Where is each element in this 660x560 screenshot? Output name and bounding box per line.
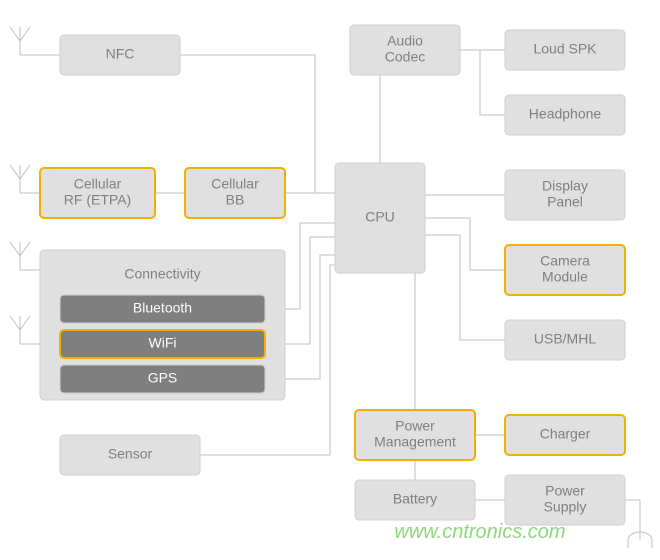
battery-block: Battery bbox=[355, 480, 475, 520]
power-plug-icon bbox=[625, 500, 652, 548]
loudspk-label: Loud SPK bbox=[533, 41, 597, 57]
cellrf-label: Cellular bbox=[74, 176, 122, 192]
cpu-label: CPU bbox=[365, 209, 395, 225]
cellrf-block: CellularRF (ETPA) bbox=[40, 168, 155, 218]
connection-line bbox=[425, 235, 505, 340]
charger-block: Charger bbox=[505, 415, 625, 455]
cellbb-label: Cellular bbox=[211, 176, 259, 192]
wifi-label: WiFi bbox=[149, 335, 177, 351]
usb-block: USB/MHL bbox=[505, 320, 625, 360]
headphone-label: Headphone bbox=[529, 106, 602, 122]
audio-label: Audio bbox=[387, 33, 423, 49]
audio-block: AudioCodec bbox=[350, 25, 460, 75]
pwrsupply-block: PowerSupply bbox=[505, 475, 625, 525]
antenna-icon bbox=[10, 27, 60, 55]
pwrmgmt-block: PowerManagement bbox=[355, 410, 475, 460]
antenna-icon bbox=[10, 242, 40, 270]
loudspk-block: Loud SPK bbox=[505, 30, 625, 70]
gps-label: GPS bbox=[148, 370, 178, 386]
camera-label: Module bbox=[542, 269, 588, 285]
bt-label: Bluetooth bbox=[133, 300, 192, 316]
block-diagram: NFCAudioCodecLoud SPKHeadphoneCellularRF… bbox=[0, 0, 660, 560]
pwrsupply-label: Power bbox=[545, 483, 585, 499]
wifi-block: WiFi bbox=[60, 330, 265, 358]
pwrsupply-label: Supply bbox=[544, 499, 587, 515]
gps-block: GPS bbox=[60, 365, 265, 393]
display-block: DisplayPanel bbox=[505, 170, 625, 220]
headphone-block: Headphone bbox=[505, 95, 625, 135]
audio-label: Codec bbox=[385, 49, 425, 65]
cellbb-label: BB bbox=[226, 192, 245, 208]
camera-block: CameraModule bbox=[505, 245, 625, 295]
display-label: Panel bbox=[547, 194, 583, 210]
usb-label: USB/MHL bbox=[534, 331, 596, 347]
cellrf-label: RF (ETPA) bbox=[64, 192, 131, 208]
display-label: Display bbox=[542, 178, 588, 194]
sensor-block: Sensor bbox=[60, 435, 200, 475]
pwrmgmt-label: Power bbox=[395, 418, 435, 434]
camera-label: Camera bbox=[540, 253, 590, 269]
cpu-block: CPU bbox=[335, 163, 425, 273]
sensor-label: Sensor bbox=[108, 446, 153, 462]
pwrmgmt-label: Management bbox=[374, 434, 456, 450]
charger-label: Charger bbox=[540, 426, 591, 442]
antenna-icon bbox=[10, 165, 40, 193]
cellbb-block: CellularBB bbox=[185, 168, 285, 218]
connection-line bbox=[480, 50, 505, 115]
watermark-text: www.cntronics.com bbox=[394, 521, 565, 543]
connection-line bbox=[425, 218, 505, 270]
bt-block: Bluetooth bbox=[60, 295, 265, 323]
nfc-label: NFC bbox=[106, 46, 135, 62]
battery-label: Battery bbox=[393, 491, 437, 507]
nfc-block: NFC bbox=[60, 35, 180, 75]
conn-label: Connectivity bbox=[124, 266, 200, 282]
